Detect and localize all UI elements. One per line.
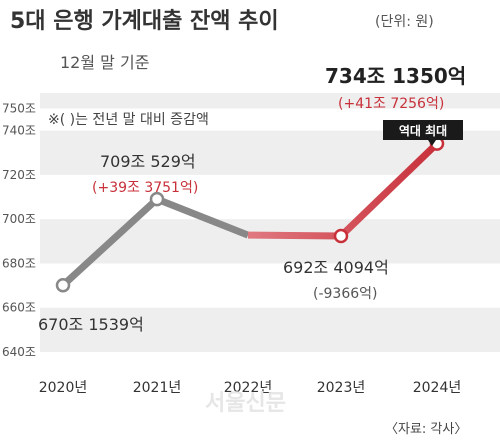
x-axis-ticks: 2020년 2021년 2022년 2023년 2024년 [39,380,462,396]
unit-label: (단위: 원) [375,14,434,30]
data-point [149,191,165,207]
y-axis-ticks: 750조 740조 720조 700조 680조 660조 640조 [2,101,36,359]
grid-band [40,307,500,352]
badge-background [383,120,463,140]
point-value-label: 692조 4094억 [283,258,389,277]
y-tick-label: 720조 [2,168,36,182]
x-tick-label: 2024년 [413,380,462,396]
data-point [55,278,71,293]
x-tick-label: 2022년 [224,380,273,396]
x-tick-label: 2021년 [133,380,182,396]
record-badge: 역대 최대 [383,120,463,146]
point-value-label: 670조 1539억 [38,315,144,334]
chart-note: ※( )는 전년 말 대비 증감액 [48,112,209,128]
data-point [333,228,349,244]
badge-label: 역대 최대 [399,123,447,138]
data-points [55,136,445,293]
chart-title: 5대 은행 가계대출 잔액 추이 [10,9,279,34]
point-labels: 670조 1539억 709조 529억 (+39조 3751억) 692조 4094… [38,64,466,334]
badge-pointer [428,140,436,146]
point-change-label: (-9366억) [313,286,378,302]
y-tick-label: 640조 [2,345,36,359]
grid-band [40,93,500,109]
y-tick-label: 740조 [2,124,36,138]
y-tick-label: 700조 [2,212,36,226]
x-tick-label: 2020년 [39,380,88,396]
y-tick-label: 680조 [2,256,36,270]
point-value-label: 709조 529억 [100,152,196,171]
watermark-logo: 서울신문 [205,391,286,416]
source-note: 〈자료: 각사〉 [385,422,467,437]
point-change-label: (+39조 3751억) [92,180,198,196]
point-change-label: (+41조 7256억) [338,96,444,112]
grid-band [40,219,500,264]
y-tick-label: 750조 [2,101,36,115]
point-value-label: 734조 1350억 [325,64,466,88]
chart-subtitle: 12월 말 기준 [60,53,149,72]
x-tick-label: 2023년 [317,380,366,396]
y-tick-label: 660조 [2,301,36,315]
